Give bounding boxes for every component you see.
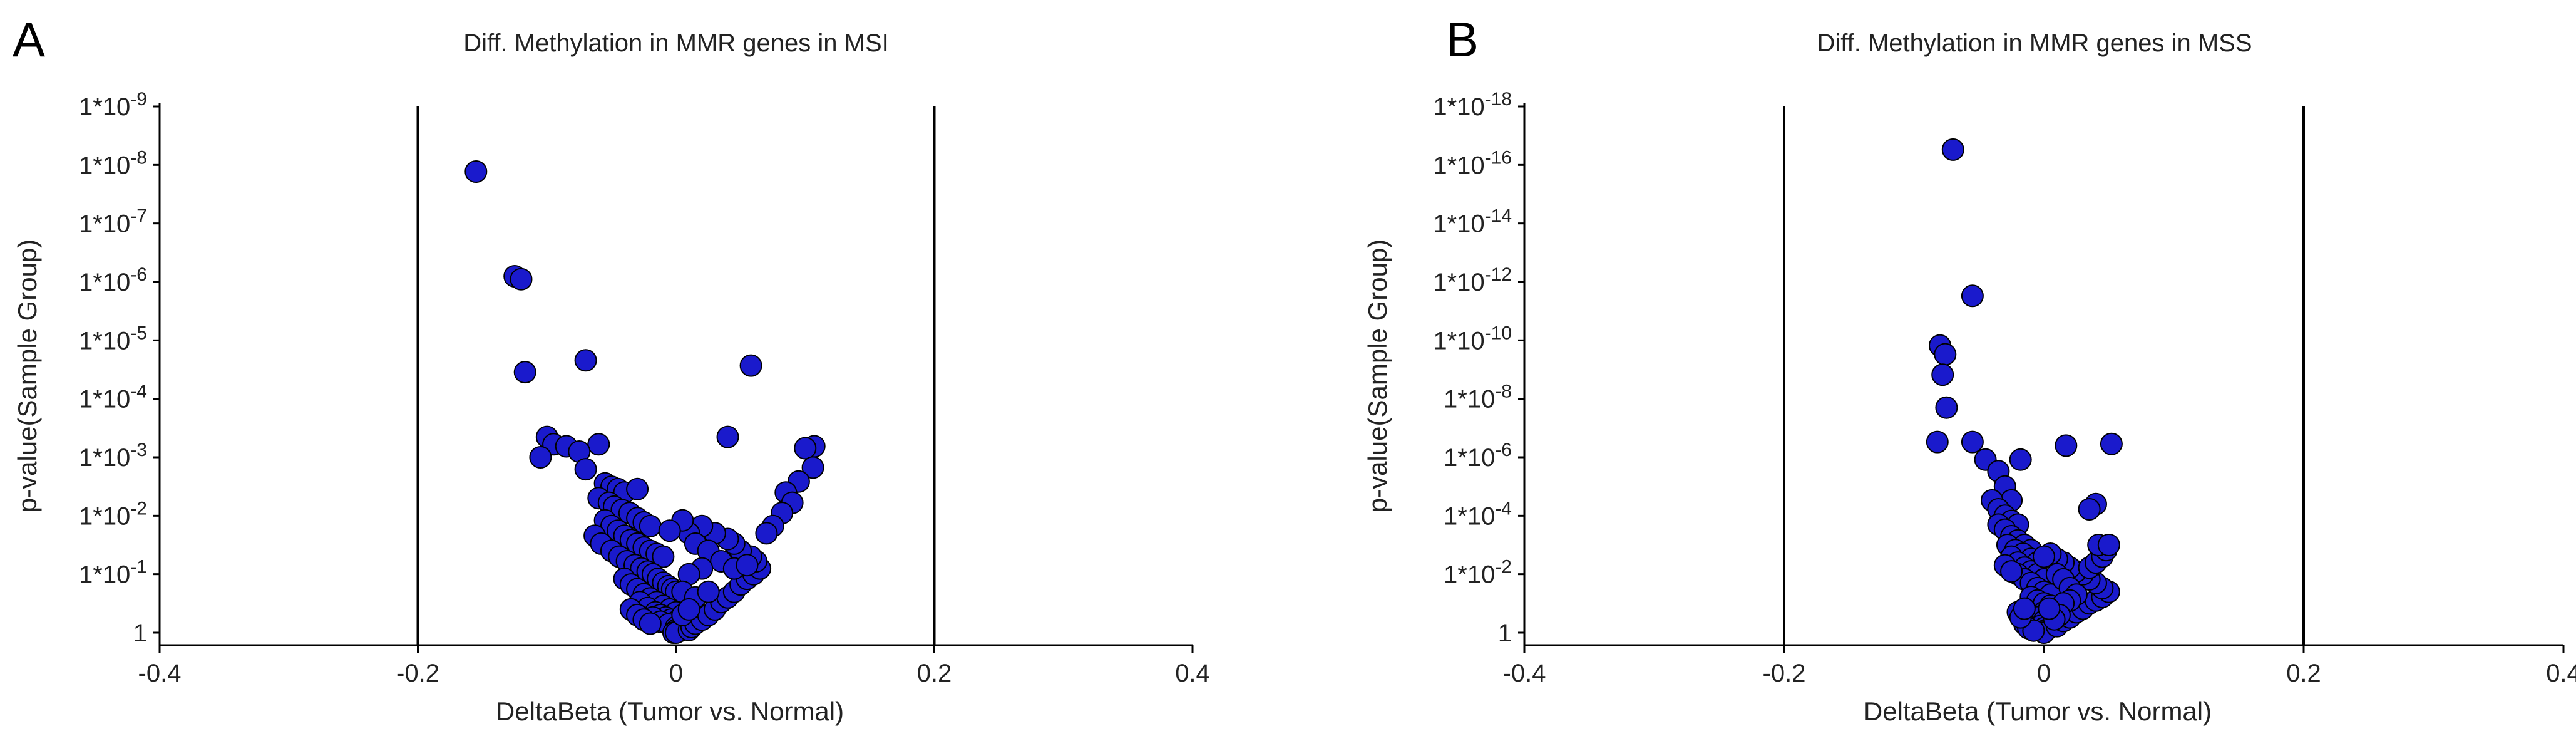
y-tick-label: 1*10-2 xyxy=(79,498,147,530)
data-point xyxy=(2013,597,2036,620)
data-point xyxy=(464,160,488,183)
data-point xyxy=(1961,284,1984,308)
y-tick-label: 1*10-14 xyxy=(1433,206,1512,238)
x-tick-label: -0.4 xyxy=(138,660,182,687)
data-point xyxy=(1931,363,1954,386)
y-tick-label: 1*10-6 xyxy=(79,264,147,296)
data-point xyxy=(677,598,700,621)
x-tick-label: -0.4 xyxy=(1503,660,1546,687)
data-point xyxy=(1961,430,1984,454)
y-tick-label: 1*10-8 xyxy=(79,147,147,179)
x-tick-label: -0.2 xyxy=(1763,660,1806,687)
data-point xyxy=(2055,434,2078,457)
data-point xyxy=(2000,560,2023,583)
x-tick-label: 0.2 xyxy=(917,660,952,687)
data-point xyxy=(510,267,533,291)
y-tick-label: 1*10-2 xyxy=(1444,557,1512,589)
data-points xyxy=(464,160,826,644)
y-tick-label: 1 xyxy=(133,620,147,647)
y-tick-label: 1*10-4 xyxy=(79,381,147,413)
data-point xyxy=(639,612,662,635)
x-tick-label: 0.2 xyxy=(2286,660,2321,687)
y-tick-label: 1*10-4 xyxy=(1444,498,1512,530)
data-point xyxy=(2038,597,2061,620)
data-point xyxy=(739,354,762,377)
data-point xyxy=(794,437,817,460)
x-axis-label: DeltaBeta (Tumor vs. Normal) xyxy=(1864,697,2212,726)
data-point xyxy=(1926,430,1949,454)
data-point xyxy=(513,361,536,384)
y-tick-label: 1*10-9 xyxy=(79,89,147,121)
y-axis-label: p-value(Sample Group) xyxy=(13,239,42,513)
x-tick-label: 0.4 xyxy=(2546,660,2576,687)
chart-title: Diff. Methylation in MMR genes in MSI xyxy=(463,29,889,57)
y-tick-label: 1*10-6 xyxy=(1444,440,1512,472)
y-tick-label: 1*10-12 xyxy=(1433,264,1512,296)
data-point xyxy=(697,580,720,603)
data-point xyxy=(2033,545,2055,568)
panel-label: B xyxy=(1446,12,1479,67)
data-point xyxy=(574,458,597,481)
data-point xyxy=(1934,343,1957,366)
y-tick-label: 1*10-1 xyxy=(79,557,147,589)
x-tick-label: -0.2 xyxy=(396,660,439,687)
x-tick-label: 0 xyxy=(2037,660,2051,687)
y-tick-label: 1*10-8 xyxy=(1444,381,1512,413)
data-point xyxy=(2097,534,2120,556)
data-point xyxy=(716,425,739,448)
data-point xyxy=(2078,498,2101,521)
data-point xyxy=(639,514,662,537)
y-tick-label: 1*10-10 xyxy=(1433,323,1512,355)
x-tick-label: 0 xyxy=(669,660,683,687)
x-axis-label: DeltaBeta (Tumor vs. Normal) xyxy=(496,697,844,726)
data-point xyxy=(587,433,610,456)
y-tick-label: 1*10-16 xyxy=(1433,147,1512,179)
chart-panel-a: A Diff. Methylation in MMR genes in MSI -0… xyxy=(13,12,1210,726)
data-points xyxy=(1926,138,2123,644)
y-tick-label: 1 xyxy=(1498,620,1512,647)
data-point xyxy=(658,519,681,542)
data-point xyxy=(736,554,759,577)
y-axis-label: p-value(Sample Group) xyxy=(1363,239,1392,513)
data-point xyxy=(574,349,597,372)
data-point xyxy=(626,477,649,500)
data-point xyxy=(755,522,778,545)
data-point xyxy=(801,456,824,479)
y-tick-label: 1*10-5 xyxy=(79,323,147,355)
y-tick-label: 1*10-18 xyxy=(1433,89,1512,121)
data-point xyxy=(652,545,675,568)
data-point xyxy=(2009,448,2032,471)
chart-panel-b: B Diff. Methylation in MMR genes in MSS -0… xyxy=(1363,12,2576,726)
data-point xyxy=(1941,138,1964,161)
data-point xyxy=(529,446,552,469)
y-tick-label: 1*10-7 xyxy=(79,206,147,238)
data-point xyxy=(2100,432,2123,455)
x-tick-label: 0.4 xyxy=(1175,660,1210,687)
panel-label: A xyxy=(13,12,45,67)
y-tick-label: 1*10-3 xyxy=(79,440,147,472)
data-point xyxy=(1935,396,1958,419)
chart-title: Diff. Methylation in MMR genes in MSS xyxy=(1817,29,2252,57)
